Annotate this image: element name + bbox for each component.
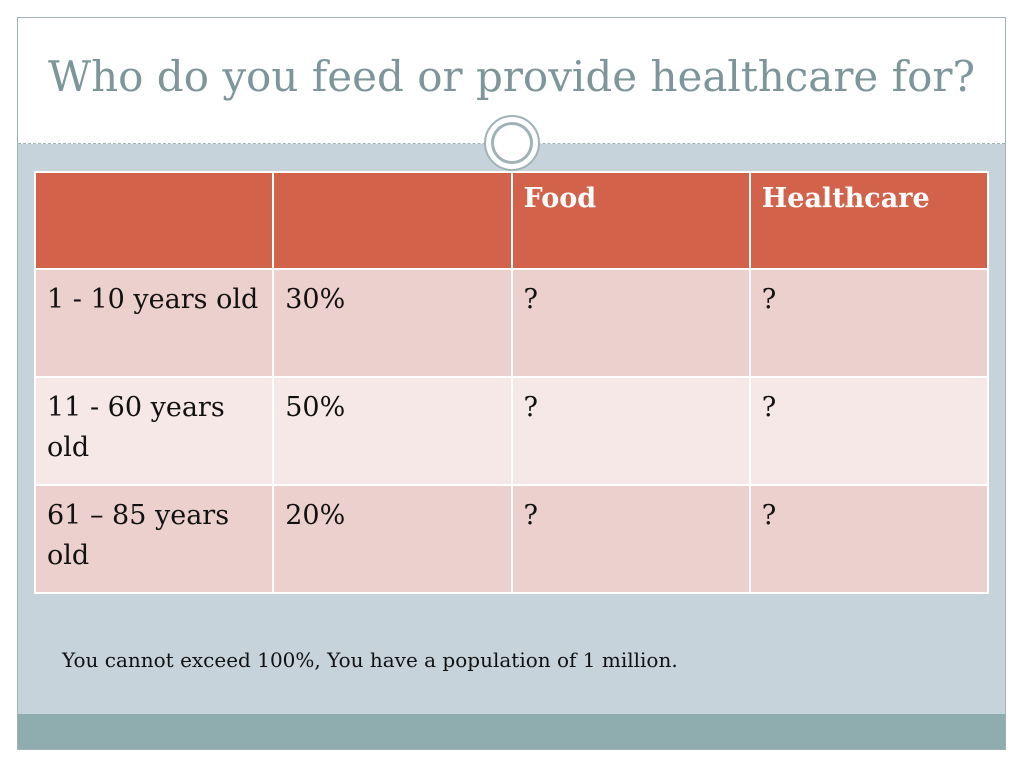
header-cell xyxy=(272,171,513,270)
table-row: 1 - 10 years old 30% ? ? xyxy=(33,268,990,378)
allocation-table: Food Healthcare 1 - 10 years old 30% ? ?… xyxy=(33,171,990,594)
circle-ornament-icon xyxy=(484,115,540,171)
food-cell: ? xyxy=(510,268,751,378)
percent-cell: 30% xyxy=(272,268,513,378)
food-cell: ? xyxy=(510,376,751,486)
footer-bar xyxy=(18,714,1005,749)
age-group-cell: 61 – 85 years old xyxy=(33,484,275,594)
table-row: 61 – 85 years old 20% ? ? xyxy=(33,484,990,594)
table-row: 11 - 60 years old 50% ? ? xyxy=(33,376,990,486)
healthcare-cell: ? xyxy=(748,376,990,486)
header-cell-food: Food xyxy=(510,171,751,270)
slide-title: Who do you feed or provide healthcare fo… xyxy=(47,52,976,101)
healthcare-cell: ? xyxy=(748,268,990,378)
slide: Who do you feed or provide healthcare fo… xyxy=(17,17,1006,750)
age-group-cell: 11 - 60 years old xyxy=(33,376,275,486)
circle-ornament-inner xyxy=(491,122,533,164)
percent-cell: 20% xyxy=(272,484,513,594)
healthcare-cell: ? xyxy=(748,484,990,594)
age-group-cell: 1 - 10 years old xyxy=(33,268,275,378)
percent-cell: 50% xyxy=(272,376,513,486)
food-cell: ? xyxy=(510,484,751,594)
header-cell-healthcare: Healthcare xyxy=(748,171,990,270)
header-cell xyxy=(33,171,275,270)
population-note: You cannot exceed 100%, You have a popul… xyxy=(62,648,678,672)
table-header-row: Food Healthcare xyxy=(33,171,990,270)
